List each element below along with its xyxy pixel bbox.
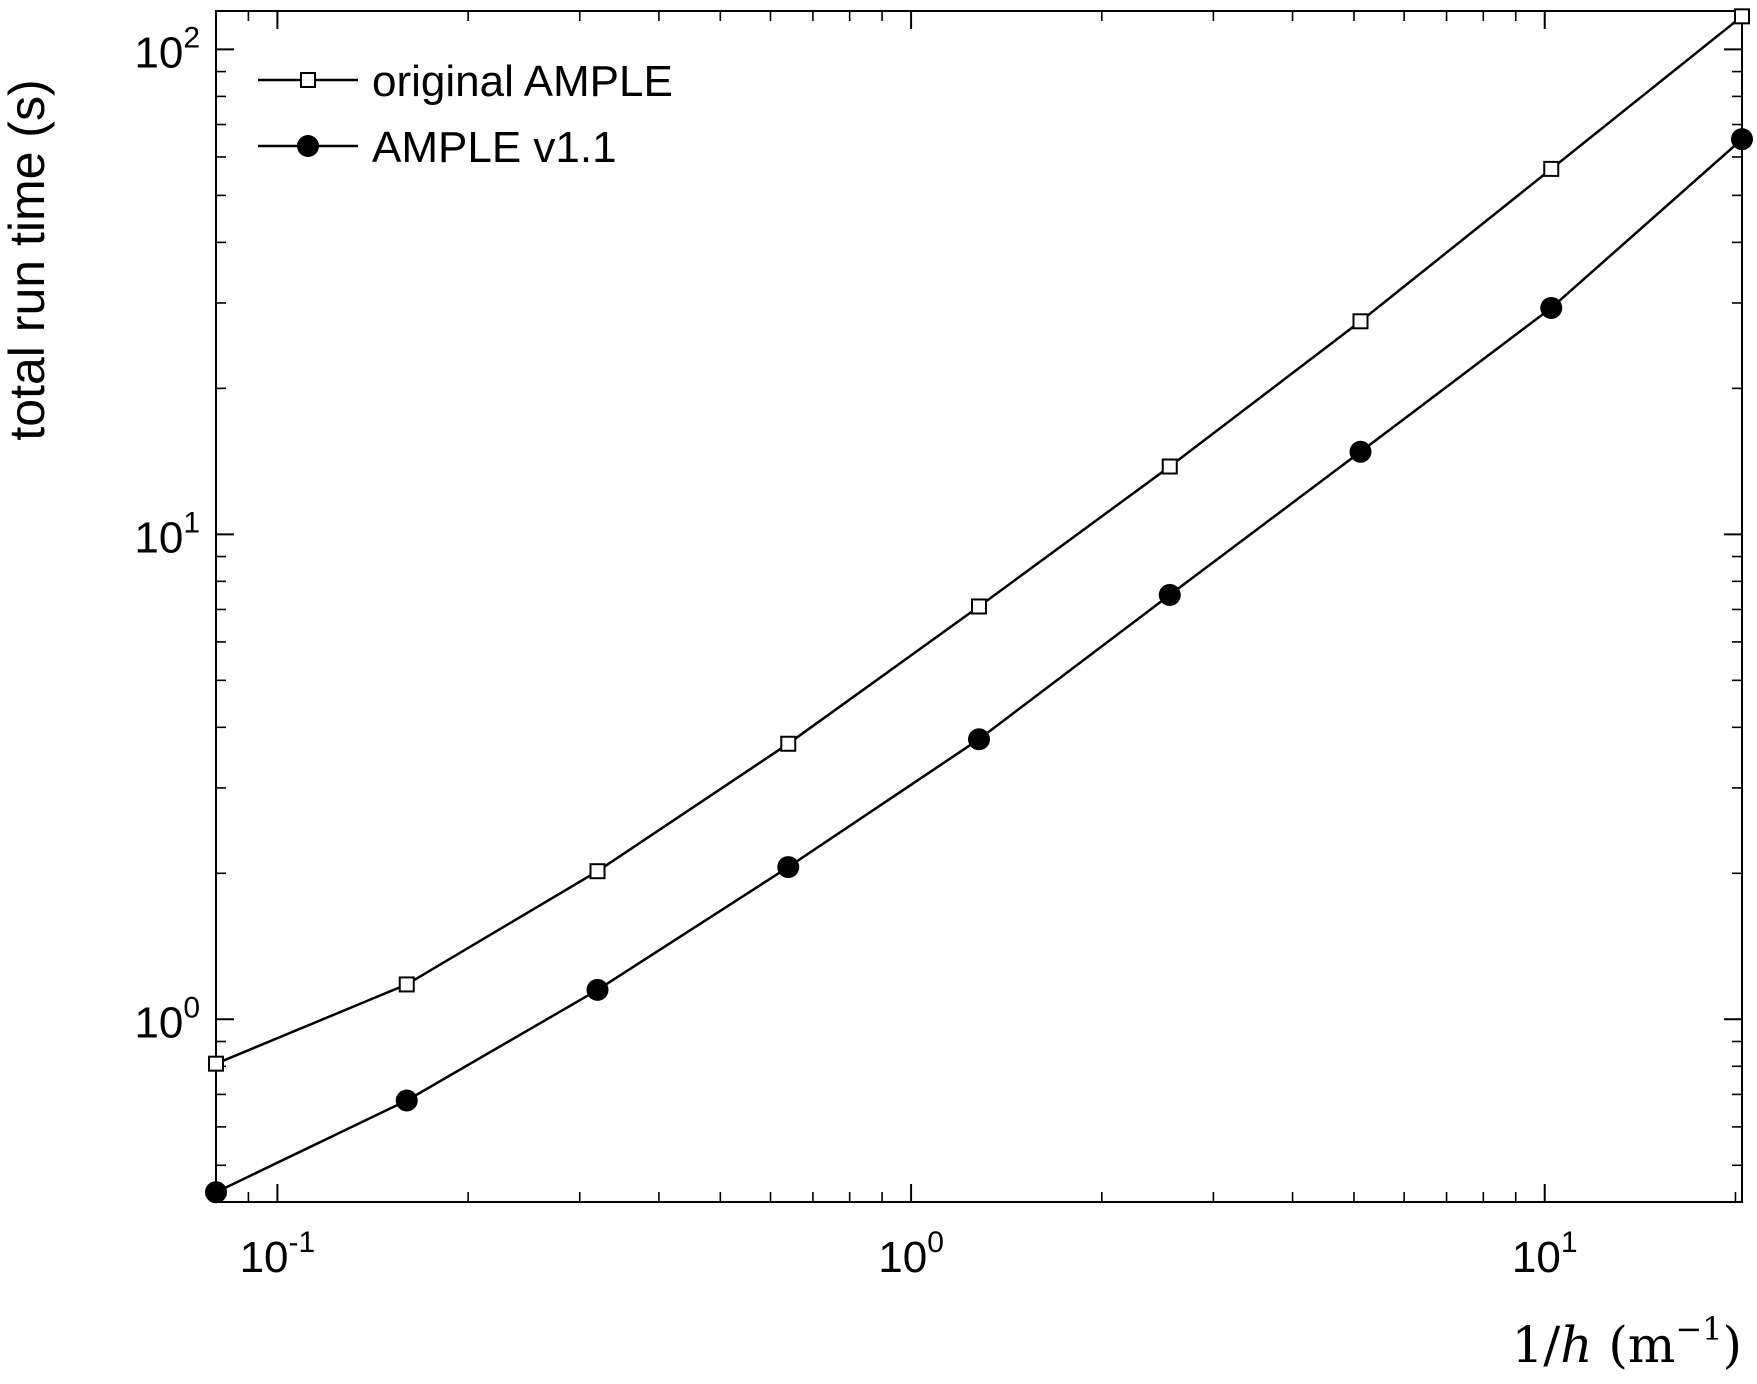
legend: original AMPLE AMPLE v1.1: [258, 57, 673, 172]
y-axis-label: total run time (s): [0, 79, 55, 440]
data-point-original-ample: [398, 976, 415, 993]
data-point-ample-v1-1: [1349, 440, 1372, 463]
data-point-original-ample: [1352, 313, 1369, 330]
x-tick-label: 10-1: [240, 1226, 316, 1282]
data-point-ample-v1-1: [1158, 583, 1181, 606]
series-line-ample-v1-1: [215, 138, 1743, 1194]
data-point-original-ample: [208, 1055, 224, 1072]
y-tick-label: 101: [134, 506, 200, 562]
legend-entry-original-ample: original AMPLE: [258, 57, 673, 106]
data-point-original-ample: [971, 598, 987, 615]
series-ample-v1-1: [205, 128, 1753, 1204]
legend-marker-original-ample: [300, 72, 316, 88]
x-tick-label: 100: [878, 1226, 944, 1282]
legend-marker-ample-v1-1: [297, 135, 319, 157]
series-layer: [205, 8, 1753, 1204]
data-point-original-ample: [1543, 160, 1560, 177]
y-tick-label: 100: [134, 991, 200, 1047]
data-point-ample-v1-1: [205, 1181, 227, 1204]
major-ticks: [216, 11, 1742, 1202]
legend-label-ample-v1-1: AMPLE v1.1: [372, 123, 617, 172]
data-point-ample-v1-1: [395, 1089, 418, 1112]
data-point-original-ample: [1161, 458, 1178, 475]
legend-entry-ample-v1-1: AMPLE v1.1: [258, 123, 617, 172]
x-axis-label: 1/h (m−1): [1512, 1310, 1742, 1374]
data-point-ample-v1-1: [1540, 296, 1563, 319]
legend-label-original-ample: original AMPLE: [372, 57, 673, 106]
data-point-original-ample: [1734, 8, 1750, 25]
data-point-original-ample: [589, 863, 606, 880]
data-point-original-ample: [780, 735, 797, 752]
y-tick-label: 102: [134, 21, 200, 77]
series-line-original-ample: [215, 15, 1743, 1065]
data-point-ample-v1-1: [777, 856, 800, 879]
x-tick-label: 101: [1512, 1226, 1578, 1282]
data-point-ample-v1-1: [1731, 128, 1753, 151]
y-tick-labels: 100 101 102: [134, 21, 200, 1047]
plot-frame: [215, 10, 1743, 1203]
series-original-ample: [208, 8, 1750, 1072]
x-tick-labels: 10-1 100 101: [240, 1226, 1578, 1282]
data-point-ample-v1-1: [968, 728, 990, 751]
data-point-ample-v1-1: [586, 978, 609, 1001]
plot-area-border: [215, 10, 1743, 1203]
